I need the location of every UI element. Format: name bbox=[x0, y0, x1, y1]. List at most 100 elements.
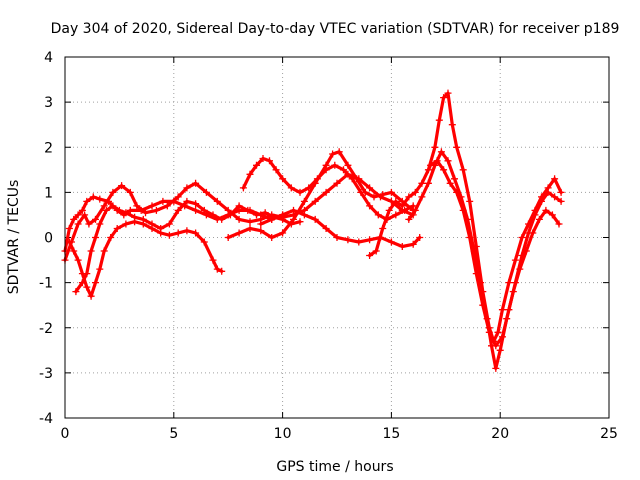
data-point bbox=[498, 306, 506, 314]
y-tick-label: 3 bbox=[44, 95, 53, 111]
data-point bbox=[78, 270, 86, 278]
data-point bbox=[174, 229, 182, 237]
data-point bbox=[322, 225, 330, 232]
data-point bbox=[440, 94, 448, 102]
data-point bbox=[451, 175, 458, 183]
data-point bbox=[355, 238, 363, 246]
data-point bbox=[374, 211, 382, 219]
data-point bbox=[446, 179, 454, 187]
data-point bbox=[485, 328, 493, 336]
data-point bbox=[418, 193, 426, 201]
data-point bbox=[479, 301, 487, 309]
data-point bbox=[416, 234, 424, 241]
data-point bbox=[366, 184, 374, 192]
y-tick-label: 1 bbox=[44, 185, 53, 201]
data-point bbox=[424, 179, 432, 187]
y-tick-label: 0 bbox=[44, 231, 53, 247]
series-track-c bbox=[72, 197, 304, 296]
data-point bbox=[453, 143, 461, 151]
data-point bbox=[525, 229, 532, 237]
data-point bbox=[331, 161, 339, 169]
data-point bbox=[78, 206, 86, 214]
data-point bbox=[290, 206, 297, 214]
data-point bbox=[131, 218, 139, 226]
data-point bbox=[224, 234, 232, 241]
data-point bbox=[165, 220, 173, 228]
data-point bbox=[192, 206, 200, 214]
data-point bbox=[183, 227, 191, 235]
data-point bbox=[102, 206, 110, 214]
data-point bbox=[361, 188, 369, 196]
series-line bbox=[67, 220, 224, 298]
data-point bbox=[333, 234, 341, 241]
data-point bbox=[126, 188, 134, 196]
data-point bbox=[109, 202, 117, 210]
data-point bbox=[344, 236, 352, 244]
data-point bbox=[353, 175, 361, 183]
data-point bbox=[494, 328, 502, 336]
data-point bbox=[542, 206, 550, 214]
data-point bbox=[74, 220, 82, 228]
data-point bbox=[183, 184, 191, 192]
data-point bbox=[431, 143, 439, 151]
data-point bbox=[405, 193, 413, 201]
data-point bbox=[100, 202, 108, 210]
data-point bbox=[551, 175, 559, 183]
data-point bbox=[87, 247, 95, 255]
data-point bbox=[122, 220, 130, 228]
data-point bbox=[392, 211, 400, 219]
data-point bbox=[246, 225, 254, 232]
data-point bbox=[387, 238, 395, 246]
series-track-f bbox=[224, 148, 417, 241]
data-point bbox=[157, 229, 165, 237]
data-point bbox=[83, 283, 91, 291]
data-point bbox=[444, 157, 452, 165]
data-point bbox=[433, 157, 441, 165]
data-point bbox=[411, 188, 419, 196]
data-point bbox=[340, 166, 347, 174]
data-point bbox=[279, 211, 287, 219]
data-point bbox=[538, 197, 545, 205]
data-point bbox=[218, 215, 226, 223]
data-point bbox=[387, 188, 395, 196]
data-point bbox=[448, 121, 456, 129]
data-point bbox=[107, 234, 115, 241]
data-point bbox=[133, 202, 141, 210]
data-point bbox=[398, 243, 406, 250]
data-point bbox=[411, 206, 419, 214]
data-point bbox=[496, 346, 504, 354]
data-point bbox=[253, 161, 260, 169]
data-point bbox=[92, 279, 99, 287]
x-tick-label: 5 bbox=[169, 426, 178, 442]
data-point bbox=[505, 306, 513, 314]
chart-title: Day 304 of 2020, Sidereal Day-to-day VTE… bbox=[51, 21, 620, 37]
data-point bbox=[261, 209, 269, 217]
tick-layer: 0 5 10 15 20 25 -4 -3 -2 -1 0 1 2 3 4 bbox=[39, 50, 618, 442]
data-point bbox=[70, 215, 78, 223]
data-point bbox=[531, 211, 539, 219]
data-point bbox=[437, 148, 445, 156]
data-point bbox=[290, 215, 297, 223]
data-point bbox=[287, 184, 295, 192]
data-point bbox=[253, 211, 260, 219]
data-point bbox=[74, 211, 82, 219]
data-point bbox=[122, 209, 130, 217]
series-line bbox=[63, 195, 285, 253]
data-point bbox=[279, 175, 287, 183]
data-point bbox=[83, 197, 91, 205]
data-point bbox=[405, 215, 413, 223]
data-point bbox=[466, 234, 474, 241]
data-point bbox=[518, 252, 526, 259]
x-axis-label: GPS time / hours bbox=[276, 459, 393, 475]
x-tick-label: 25 bbox=[600, 426, 618, 442]
data-point bbox=[244, 206, 252, 214]
data-point bbox=[257, 220, 265, 228]
data-point bbox=[159, 197, 167, 205]
data-point bbox=[435, 116, 443, 124]
data-point bbox=[370, 193, 378, 201]
data-point bbox=[92, 215, 99, 223]
data-point bbox=[163, 202, 171, 210]
data-point bbox=[81, 211, 89, 219]
data-point bbox=[311, 179, 319, 187]
